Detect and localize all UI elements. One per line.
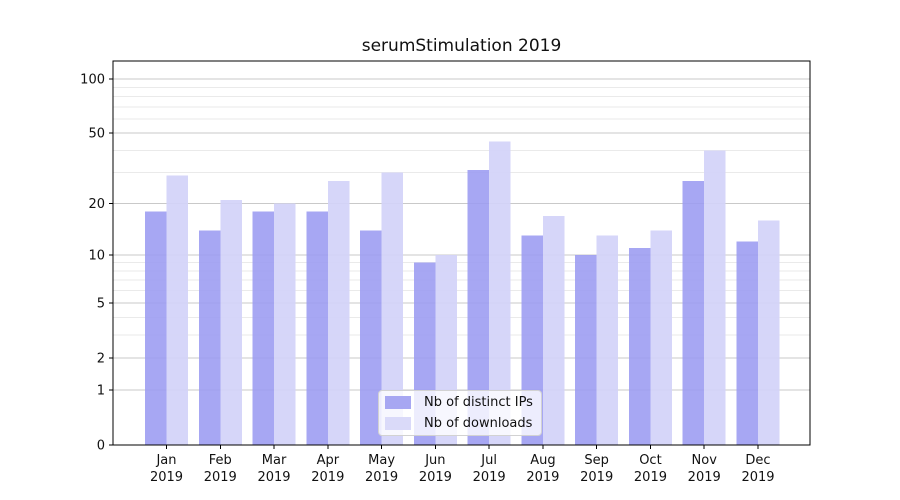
y-tick-label: 0	[97, 439, 105, 454]
bar-distinct-ips	[306, 211, 328, 445]
bar-downloads	[650, 230, 672, 445]
bar-downloads	[542, 215, 565, 445]
x-tick-label: Sep 2019	[580, 453, 613, 485]
y-tick-label: 2	[97, 351, 105, 366]
x-tick-label: Dec 2019	[741, 453, 774, 485]
bar-downloads	[758, 220, 780, 445]
bar-downloads	[327, 180, 350, 446]
bar-distinct-ips	[736, 241, 758, 445]
x-tick-label: Oct 2019	[634, 453, 667, 485]
legend-item-downloads: Nb of downloads	[385, 415, 541, 433]
y-tick-label: 20	[88, 197, 105, 212]
bar-distinct-ips	[252, 211, 275, 445]
bar-downloads	[381, 172, 404, 445]
y-tick-label: 100	[80, 73, 105, 88]
bar-distinct-ips	[145, 211, 167, 445]
bar-downloads	[166, 175, 188, 446]
bar-downloads	[220, 199, 242, 445]
legend-swatch-downloads	[385, 417, 411, 430]
y-tick-label: 5	[97, 296, 105, 311]
bar-downloads	[489, 141, 511, 445]
y-tick-label: 10	[88, 248, 105, 263]
legend-item-distinct-ips: Nb of distinct IPs	[385, 394, 541, 412]
x-tick-label: Nov 2019	[688, 453, 721, 485]
bar-distinct-ips	[682, 180, 705, 446]
bar-downloads	[704, 150, 726, 445]
plot-border	[112, 60, 811, 446]
y-tick-label: 1	[97, 384, 105, 399]
x-tick-label: May 2019	[365, 453, 398, 485]
legend-label-distinct-ips: Nb of distinct IPs	[424, 395, 533, 410]
x-tick-label: Aug 2019	[526, 453, 559, 485]
x-tick-label: Apr 2019	[311, 453, 344, 485]
chart-title: serumStimulation 2019	[361, 36, 562, 56]
legend-swatch-distinct-ips	[385, 396, 411, 409]
bar-downloads	[274, 203, 296, 445]
bar-distinct-ips	[360, 230, 382, 445]
bar-distinct-ips	[575, 254, 597, 445]
y-tick-label: 50	[88, 127, 105, 142]
bar-distinct-ips	[628, 247, 651, 445]
legend: Nb of distinct IPs Nb of downloads	[378, 390, 542, 436]
bar-downloads	[596, 235, 619, 445]
x-tick-label: Mar 2019	[257, 453, 290, 485]
x-tick-label: Feb 2019	[204, 453, 237, 485]
bar-distinct-ips	[198, 230, 221, 445]
x-tick-label: Jun 2019	[419, 453, 452, 485]
legend-label-downloads: Nb of downloads	[424, 416, 533, 431]
x-tick-label: Jan 2019	[150, 453, 183, 485]
x-tick-label: Jul 2019	[473, 453, 506, 485]
bar-distinct-ips	[467, 170, 490, 445]
